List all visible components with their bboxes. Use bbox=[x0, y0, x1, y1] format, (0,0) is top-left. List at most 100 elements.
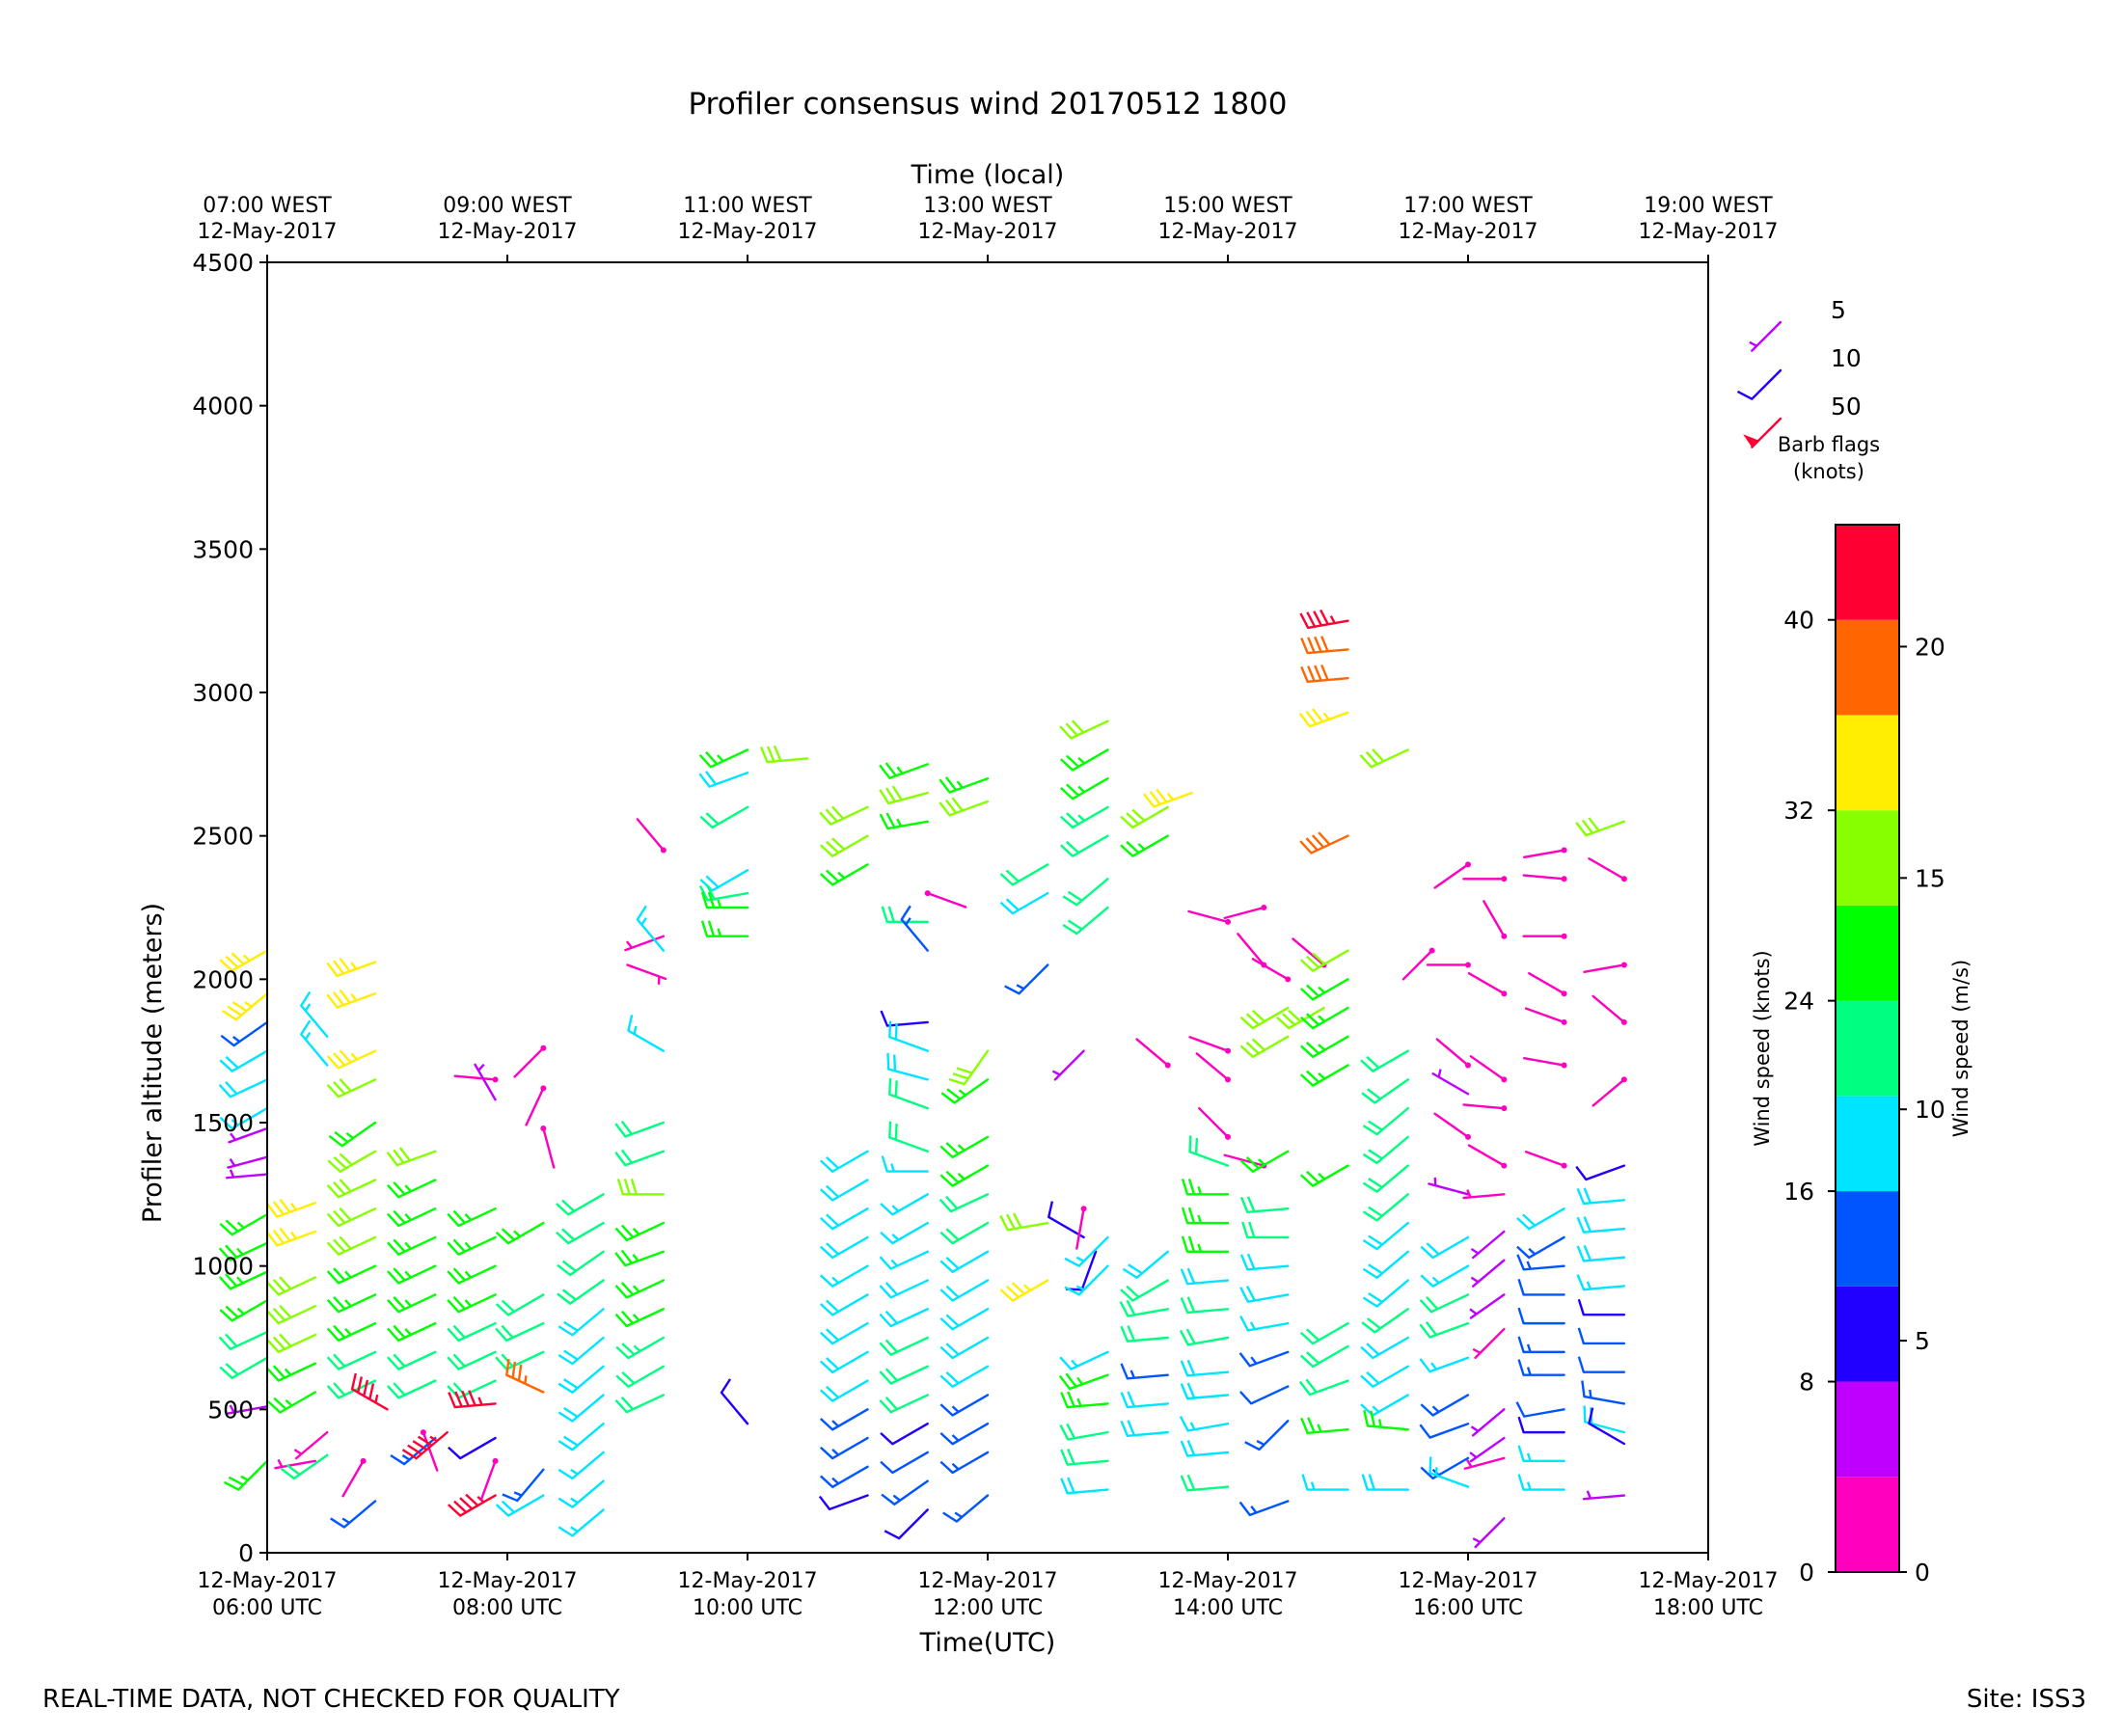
wind-barb bbox=[1188, 1135, 1230, 1167]
barb-half bbox=[951, 1462, 960, 1471]
plot-frame bbox=[266, 261, 1709, 1554]
barb-full bbox=[468, 1390, 476, 1406]
barb-full bbox=[447, 1327, 460, 1342]
wind-barb bbox=[1522, 933, 1567, 939]
wind-barb bbox=[879, 1308, 929, 1328]
barb-full bbox=[390, 1454, 405, 1466]
barb-full bbox=[939, 1260, 954, 1273]
barb-half bbox=[956, 780, 964, 789]
barb-full bbox=[886, 1052, 890, 1070]
barb-full bbox=[1299, 612, 1310, 629]
barb-full bbox=[398, 1147, 411, 1162]
barb-staff bbox=[830, 1465, 869, 1489]
barb-half bbox=[344, 1299, 352, 1308]
barb-full bbox=[1306, 611, 1317, 628]
barb-full bbox=[222, 1010, 237, 1021]
barb-full bbox=[620, 1310, 635, 1324]
legend-title: Barb flags bbox=[1778, 433, 1880, 456]
wind-barb bbox=[420, 1429, 439, 1472]
barb-calm-dot bbox=[1501, 876, 1508, 882]
wind-barb bbox=[924, 890, 967, 909]
barb-full bbox=[1064, 1257, 1080, 1267]
wind-barb bbox=[720, 1378, 749, 1425]
barb-full bbox=[1120, 815, 1134, 828]
barb-staff bbox=[830, 863, 869, 886]
wind-barb bbox=[879, 1250, 929, 1270]
barb-half bbox=[905, 917, 911, 926]
wind-barb bbox=[1119, 1299, 1169, 1317]
wind-barb bbox=[326, 1321, 377, 1343]
barb-full bbox=[707, 920, 716, 937]
barb-full bbox=[1064, 1286, 1080, 1296]
barb-flag bbox=[1743, 434, 1759, 448]
wind-barb bbox=[1362, 1135, 1409, 1165]
barb-half bbox=[236, 1276, 244, 1285]
barb-full bbox=[333, 960, 345, 975]
wind-barb bbox=[880, 1010, 929, 1027]
barb-calm-dot bbox=[1501, 1162, 1508, 1169]
barb-calm-dot bbox=[1561, 933, 1567, 939]
barb-full bbox=[393, 1181, 406, 1196]
barb-half bbox=[831, 1449, 840, 1456]
barb-full bbox=[1581, 819, 1593, 834]
wind-barb bbox=[1360, 1336, 1409, 1360]
wind-barb bbox=[326, 1235, 377, 1256]
barb-full bbox=[1128, 1263, 1143, 1275]
barb-full bbox=[1306, 1170, 1320, 1183]
barb-staff bbox=[1248, 1500, 1290, 1517]
barb-full bbox=[1516, 1216, 1531, 1231]
barb-full bbox=[387, 1356, 400, 1370]
wind-barb bbox=[218, 1078, 269, 1099]
barb-full bbox=[830, 805, 845, 820]
barb-half bbox=[1470, 1276, 1480, 1284]
barb-full bbox=[350, 1372, 357, 1390]
barb-full bbox=[357, 1376, 364, 1394]
barb-full bbox=[1062, 895, 1077, 907]
wind-barb bbox=[819, 1207, 869, 1231]
colorbar-knots-label: 32 bbox=[1783, 797, 1814, 825]
wind-barb bbox=[1361, 1078, 1409, 1104]
wind-barb bbox=[1483, 900, 1508, 939]
wind-barb bbox=[1276, 1006, 1325, 1030]
barb-full bbox=[1577, 1327, 1585, 1344]
barb-full bbox=[563, 1435, 579, 1447]
wind-barb bbox=[326, 1207, 377, 1228]
x-tick-time: 08:00 UTC bbox=[452, 1596, 562, 1620]
barb-staff bbox=[951, 1336, 990, 1360]
barb-half bbox=[632, 1253, 639, 1262]
barb-half bbox=[1526, 1261, 1532, 1270]
wind-barb bbox=[939, 1394, 990, 1417]
barb-full bbox=[1059, 1356, 1073, 1370]
barb-full bbox=[1320, 636, 1329, 652]
barb-full bbox=[1517, 1359, 1525, 1376]
barb-full bbox=[956, 1067, 973, 1074]
barb-full bbox=[1306, 984, 1320, 997]
wind-barb bbox=[1592, 994, 1627, 1025]
barb-full bbox=[1362, 1125, 1378, 1136]
barb-half bbox=[404, 1270, 412, 1279]
wind-barb bbox=[699, 805, 749, 829]
barb-full bbox=[1359, 754, 1373, 769]
barb-staff bbox=[229, 1078, 269, 1099]
wind-barb bbox=[1195, 1052, 1231, 1083]
barb-calm-dot bbox=[1285, 976, 1292, 983]
barb-full bbox=[333, 1324, 346, 1339]
wind-barb bbox=[1299, 1035, 1349, 1059]
barb-full bbox=[1307, 1417, 1316, 1433]
wind-barb bbox=[326, 1379, 377, 1399]
barb-full bbox=[879, 789, 890, 804]
colorbar-knots-label: 0 bbox=[1799, 1559, 1814, 1587]
barb-calm-dot bbox=[1465, 1062, 1471, 1069]
wind-barb bbox=[1462, 1103, 1508, 1112]
colorbar-knots-label: 40 bbox=[1783, 607, 1814, 635]
top-tick-date: 12-May-2017 bbox=[1399, 220, 1538, 244]
barb-staff bbox=[886, 791, 929, 805]
barb-full bbox=[452, 1238, 466, 1253]
y-tick-label: 0 bbox=[238, 1539, 254, 1567]
wind-barb bbox=[1419, 1321, 1470, 1339]
y-tick-label: 2000 bbox=[192, 965, 254, 993]
wind-barb bbox=[1181, 1207, 1230, 1225]
barb-half bbox=[1586, 1281, 1592, 1289]
barb-full bbox=[614, 1399, 628, 1414]
barb-full bbox=[447, 1241, 460, 1256]
